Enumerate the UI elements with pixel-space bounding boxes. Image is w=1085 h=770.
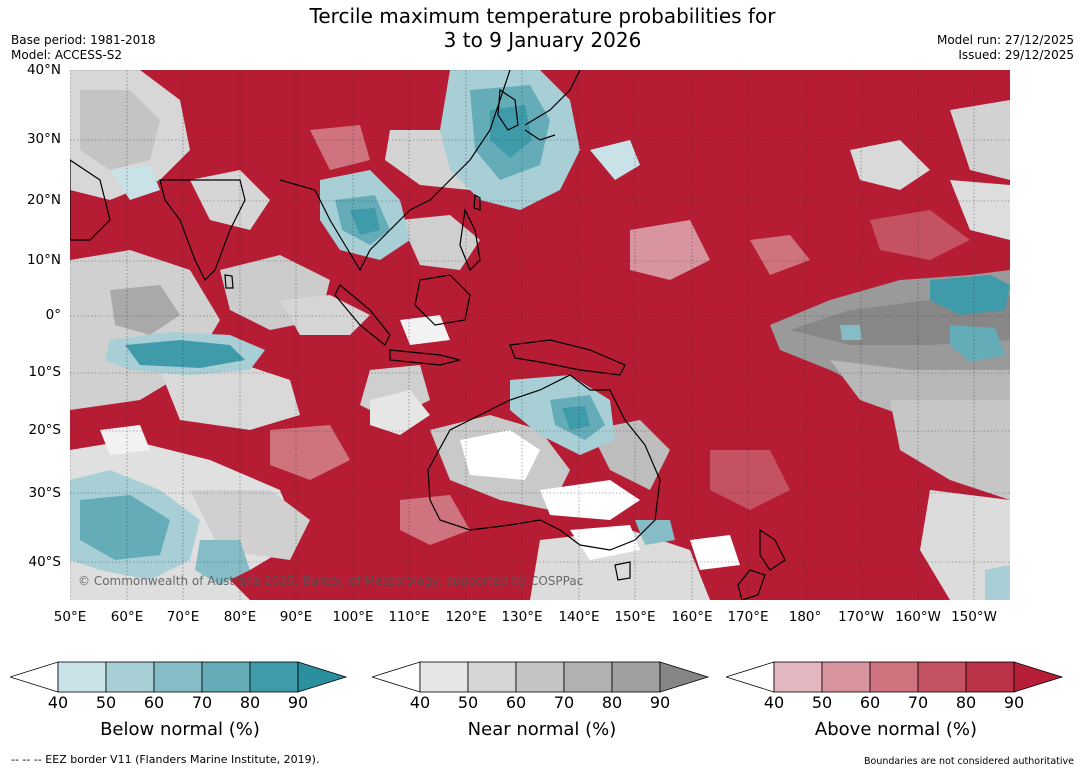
- lon-label: 150°W: [951, 609, 997, 625]
- colorbar-max-arrow: [1013, 661, 1064, 693]
- lat-label: 30°N: [26, 131, 61, 147]
- lat-label: 10°N: [26, 252, 61, 268]
- colorbar-tick: 70: [907, 693, 929, 712]
- lon-label: 160°E: [671, 609, 713, 625]
- colorbar-swatch: [467, 661, 517, 693]
- lon-label: 80°E: [223, 609, 257, 625]
- colorbar-swatch: [105, 661, 155, 693]
- colorbar-tick: 90: [287, 693, 309, 712]
- colorbar-min-arrow: [372, 661, 421, 693]
- lon-label: 110°E: [388, 609, 430, 625]
- colorbar-tick: 50: [457, 693, 479, 712]
- colorbar-tick: 70: [553, 693, 575, 712]
- colorbar-max-arrow: [659, 661, 710, 693]
- lat-label: 0°: [45, 307, 61, 323]
- colorbar-label-below: Below normal (%): [100, 719, 260, 740]
- lon-label: 150°E: [614, 609, 656, 625]
- graticule: [70, 70, 1010, 600]
- colorbar-below-normal: [10, 661, 348, 693]
- colorbar-label-above: Above normal (%): [814, 719, 978, 740]
- colorbar-swatch: [57, 661, 107, 693]
- colorbar-tick: 40: [763, 693, 785, 712]
- lat-label: 10°S: [28, 364, 62, 380]
- coastlines: [70, 70, 786, 600]
- lon-label: 170°W: [838, 609, 884, 625]
- lon-label: 170°E: [727, 609, 769, 625]
- white-regions: [100, 315, 740, 570]
- map-title: Tercile maximum temperature probabilitie…: [0, 4, 1085, 52]
- colorbar-min-arrow: [10, 661, 59, 693]
- colorbar-swatch: [515, 661, 565, 693]
- lon-label: 140°E: [558, 609, 600, 625]
- lon-label: 160°W: [895, 609, 941, 625]
- eez-border-note: -- -- -- EEZ border V11 (Flanders Marine…: [11, 753, 320, 766]
- colorbar-swatch: [563, 661, 613, 693]
- lon-label: 180°: [788, 609, 822, 625]
- colorbar-swatch: [249, 661, 299, 693]
- lat-label: 40°S: [28, 554, 62, 570]
- colorbar-above-normal: [726, 661, 1064, 693]
- lat-label: 40°N: [26, 62, 61, 78]
- colorbar-tick: 60: [505, 693, 527, 712]
- lat-label: 20°S: [28, 422, 62, 438]
- above-normal-light: [270, 125, 970, 545]
- colorbar-tick: 90: [1003, 693, 1025, 712]
- title-line-2: 3 to 9 January 2026: [443, 28, 642, 52]
- colorbar-tick: 60: [143, 693, 165, 712]
- lon-label: 120°E: [445, 609, 487, 625]
- colorbar-near-normal: [372, 661, 710, 693]
- colorbar-tick: 80: [239, 693, 261, 712]
- colorbar-tick: 50: [95, 693, 117, 712]
- colorbar-tick: 70: [191, 693, 213, 712]
- meta-right: Model run: 27/12/2025 Issued: 29/12/2025: [937, 33, 1074, 63]
- colorbar-tick: 90: [649, 693, 671, 712]
- model-run: Model run: 27/12/2025: [936, 33, 1074, 47]
- colorbar-min-arrow: [726, 661, 775, 693]
- colorbar-tick: 60: [859, 693, 881, 712]
- meta-left: Base period: 1981-2018 Model: ACCESS-S2: [11, 33, 156, 63]
- colorbar-tick: 50: [811, 693, 833, 712]
- colorbar-swatch: [201, 661, 251, 693]
- lon-label: 90°E: [279, 609, 313, 625]
- probability-map: © Commonwealth of Australia 2025, Bureau…: [70, 70, 1010, 600]
- boundaries-disclaimer: Boundaries are not considered authoritat…: [864, 756, 1074, 767]
- title-line-1: Tercile maximum temperature probabilitie…: [309, 4, 776, 28]
- colorbar-tick: 40: [409, 693, 431, 712]
- lon-label: 50°E: [53, 609, 87, 625]
- issued-date: Issued: 29/12/2025: [958, 48, 1074, 62]
- copyright-credit: © Commonwealth of Australia 2025, Bureau…: [78, 574, 584, 588]
- lat-label: 20°N: [26, 192, 61, 208]
- colorbar-max-arrow: [297, 661, 348, 693]
- colorbar-swatch: [869, 661, 919, 693]
- colorbar-tick: 40: [47, 693, 69, 712]
- colorbar-swatch: [965, 661, 1015, 693]
- colorbar-swatch: [419, 661, 469, 693]
- colorbar-tick: 80: [955, 693, 977, 712]
- colorbar-swatch: [821, 661, 871, 693]
- lon-label: 130°E: [501, 609, 543, 625]
- colorbar-label-near: Near normal (%): [467, 719, 617, 740]
- lon-label: 100°E: [332, 609, 374, 625]
- model-name: Model: ACCESS-S2: [11, 48, 123, 62]
- colorbar-swatch: [773, 661, 823, 693]
- colorbar-tick: 80: [601, 693, 623, 712]
- lon-label: 60°E: [110, 609, 144, 625]
- lon-label: 70°E: [166, 609, 200, 625]
- lat-label: 30°S: [28, 485, 62, 501]
- base-period: Base period: 1981-2018: [11, 33, 156, 47]
- colorbar-swatch: [917, 661, 967, 693]
- colorbar-swatch: [611, 661, 661, 693]
- colorbar-swatch: [153, 661, 203, 693]
- map-svg: [70, 70, 1010, 600]
